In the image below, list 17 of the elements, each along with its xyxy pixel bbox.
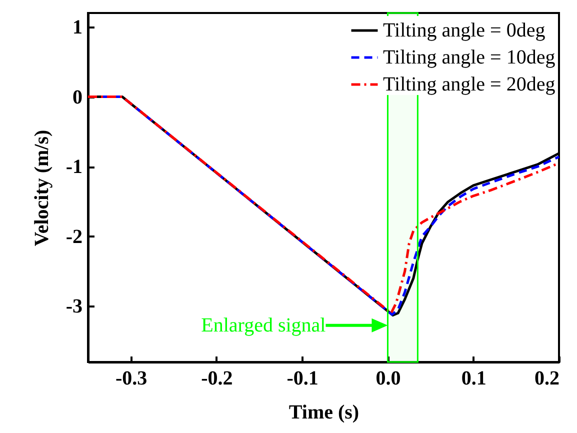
legend-label: Tilting angle = 0deg (383, 20, 546, 42)
y-tick-label: -3 (66, 296, 82, 318)
x-tick-label: -0.3 (115, 368, 148, 390)
legend-label: Tilting angle = 10deg (383, 46, 556, 68)
x-tick-label: 0.1 (461, 368, 486, 390)
y-tick-label: 0 (72, 86, 82, 108)
x-tick-label: -0.1 (286, 368, 318, 390)
annotation: Enlarged signal (201, 314, 326, 336)
y-axis-title: Velocity (m/s) (30, 130, 53, 246)
x-axis-title: Time (s) (288, 402, 360, 424)
y-tick-label: 1 (72, 16, 82, 38)
y-tick-label: -2 (66, 226, 82, 248)
x-tick-label: 0.0 (376, 368, 401, 390)
y-tick-label: -1 (66, 156, 82, 178)
x-tick-label: -0.2 (201, 368, 233, 390)
x-tick-label: 0.2 (534, 368, 560, 390)
legend-label: Tilting angle = 20deg (383, 74, 556, 96)
